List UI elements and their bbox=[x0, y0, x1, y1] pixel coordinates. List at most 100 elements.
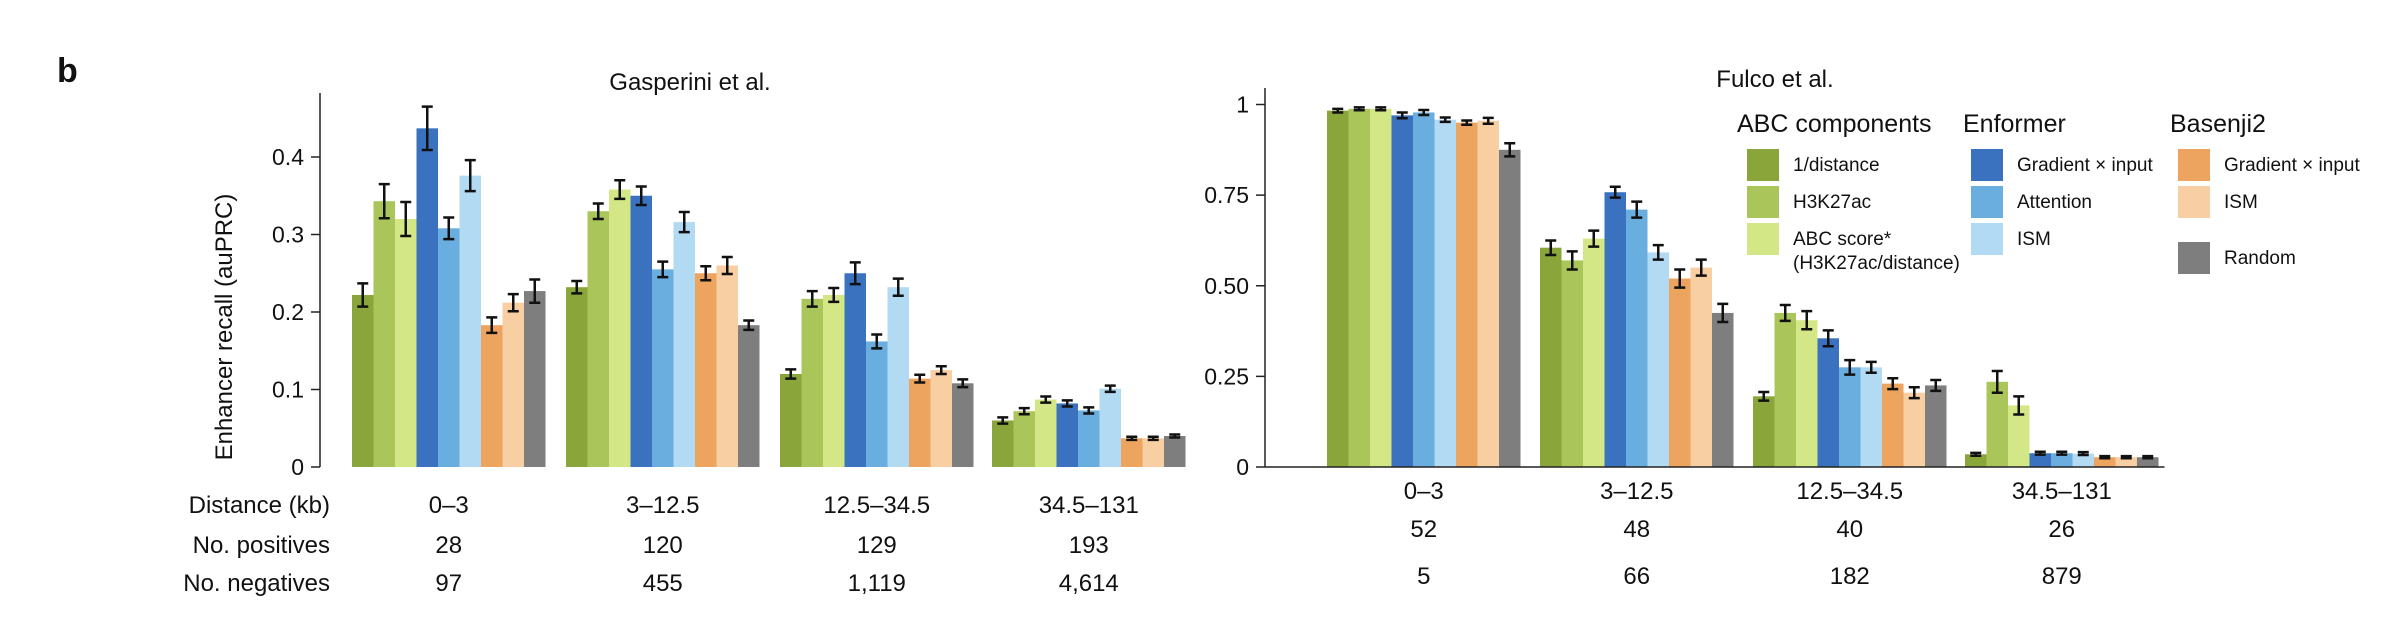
bar bbox=[652, 269, 674, 467]
legend-swatch bbox=[1747, 186, 1779, 218]
bar bbox=[502, 302, 524, 467]
bar bbox=[2051, 453, 2073, 467]
error-bar bbox=[1482, 116, 1494, 125]
bar bbox=[2029, 453, 2051, 467]
bar bbox=[992, 420, 1014, 467]
positives-count: 40 bbox=[1836, 516, 1863, 543]
negatives-count: 4,614 bbox=[1059, 570, 1119, 597]
error-bar bbox=[1126, 435, 1138, 442]
category-label: 34.5–131 bbox=[1039, 492, 1139, 519]
bar bbox=[1647, 252, 1669, 467]
error-bar bbox=[592, 202, 604, 221]
row-label-positives: No. positives bbox=[193, 532, 330, 559]
category-label: 12.5–34.5 bbox=[823, 492, 930, 519]
error-bar bbox=[1545, 239, 1557, 257]
legend: ABC components 1/distance H3K27ac ABC score… bbox=[1737, 110, 2360, 274]
bar bbox=[566, 287, 588, 467]
bar bbox=[1860, 367, 1882, 467]
error-bar bbox=[1566, 250, 1578, 271]
error-bar bbox=[721, 255, 733, 276]
error-bar bbox=[657, 260, 669, 279]
bar bbox=[2072, 453, 2094, 467]
bar bbox=[1561, 260, 1583, 467]
fulco-title: Fulco et al. bbox=[1716, 66, 1833, 93]
bar bbox=[2137, 457, 2159, 467]
negatives-count: 5 bbox=[1417, 563, 1430, 590]
bar bbox=[1817, 338, 1839, 467]
error-bar bbox=[443, 216, 455, 241]
bar bbox=[1056, 403, 1078, 467]
error-bar bbox=[1779, 303, 1791, 323]
legend-swatch bbox=[2178, 149, 2210, 181]
error-bar bbox=[486, 316, 498, 335]
legend-heading: Enformer bbox=[1963, 110, 2066, 138]
bar bbox=[1774, 312, 1796, 467]
bar bbox=[1712, 312, 1734, 467]
error-bar bbox=[1061, 399, 1073, 408]
error-bar bbox=[1887, 376, 1899, 391]
bar bbox=[416, 128, 438, 467]
bar bbox=[2008, 405, 2030, 467]
legend-label: ISM bbox=[2017, 229, 2051, 250]
bar bbox=[887, 287, 909, 467]
bar bbox=[673, 222, 695, 467]
bar bbox=[1583, 238, 1605, 467]
negatives-count: 182 bbox=[1830, 563, 1870, 590]
error-bar bbox=[1970, 451, 1982, 458]
gasperini-chart: Gasperini et al. Enhancer recall (auPRC)… bbox=[183, 69, 1186, 597]
bar bbox=[1164, 436, 1186, 467]
error-bar bbox=[1609, 185, 1621, 199]
error-bar bbox=[1396, 111, 1408, 120]
bar bbox=[1839, 367, 1861, 467]
gasperini-title: Gasperini et al. bbox=[609, 69, 770, 96]
bar bbox=[738, 325, 760, 467]
panel-label: b bbox=[57, 52, 78, 90]
error-bar bbox=[914, 373, 926, 384]
bar bbox=[1099, 388, 1121, 467]
legend-swatch bbox=[1971, 149, 2003, 181]
bar bbox=[438, 228, 460, 467]
y-tick-label: 0.50 bbox=[1204, 273, 1249, 299]
error-bar bbox=[2013, 395, 2025, 416]
bar bbox=[1142, 438, 1164, 467]
bar bbox=[1669, 278, 1691, 467]
bar bbox=[844, 273, 866, 467]
error-bar bbox=[2077, 450, 2089, 457]
error-bar bbox=[529, 278, 541, 304]
error-bar bbox=[743, 319, 755, 332]
bar bbox=[2094, 457, 2116, 467]
positives-count: 26 bbox=[2048, 516, 2075, 543]
error-bar bbox=[1908, 386, 1920, 400]
bar bbox=[1370, 108, 1392, 467]
error-bar bbox=[1147, 435, 1159, 442]
error-bar bbox=[2034, 450, 2046, 456]
category-label: 3–12.5 bbox=[1600, 478, 1673, 505]
error-bar bbox=[378, 182, 390, 220]
legend-label: Gradient × input bbox=[2224, 155, 2360, 176]
error-bar bbox=[997, 416, 1009, 425]
bar bbox=[459, 175, 481, 467]
error-bar bbox=[935, 365, 947, 376]
legend-label: Random bbox=[2224, 248, 2296, 269]
y-tick-label: 0.25 bbox=[1204, 363, 1249, 389]
y-tick-label: 0.75 bbox=[1204, 182, 1249, 208]
error-bar bbox=[1353, 106, 1365, 112]
bar bbox=[780, 374, 802, 467]
bar bbox=[1903, 392, 1925, 467]
error-bar bbox=[1104, 384, 1116, 394]
error-bar bbox=[1758, 390, 1770, 402]
error-bar bbox=[1865, 360, 1877, 374]
error-bar bbox=[1418, 108, 1430, 117]
legend-label: Gradient × input bbox=[2017, 155, 2153, 176]
bar bbox=[1986, 381, 2008, 467]
bar bbox=[587, 211, 609, 467]
error-bar bbox=[1674, 268, 1686, 289]
error-bar bbox=[1717, 302, 1729, 324]
bar bbox=[1604, 192, 1626, 467]
y-tick-label: 0.3 bbox=[272, 222, 304, 248]
error-bar bbox=[957, 378, 969, 389]
error-bar bbox=[1631, 200, 1643, 219]
y-tick-label: 0.4 bbox=[272, 144, 304, 170]
category-label: 0–3 bbox=[1404, 478, 1444, 505]
